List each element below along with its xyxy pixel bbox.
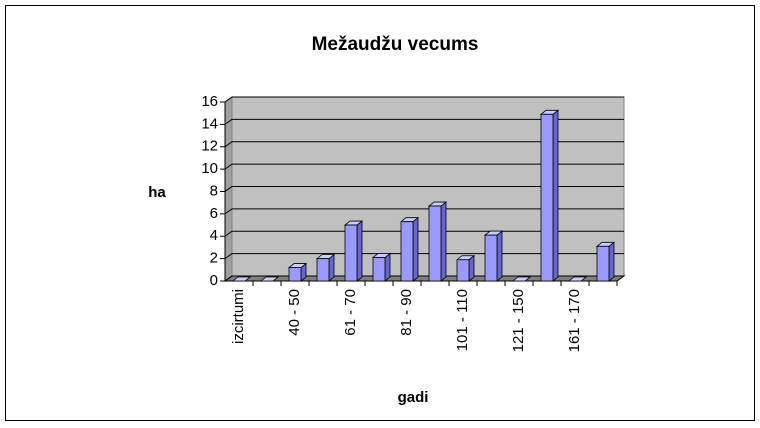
bar <box>595 241 616 282</box>
y-tick-label: 4 <box>210 227 218 244</box>
x-axis-title: gadi <box>398 389 429 406</box>
grid-line <box>224 208 624 215</box>
grid-line <box>224 118 624 125</box>
bar-side <box>608 241 615 282</box>
x-tick-label: 161 - 170 <box>566 289 583 352</box>
y-tick-label: 8 <box>210 182 218 199</box>
grid-line <box>224 141 624 148</box>
bar <box>315 253 336 282</box>
bar <box>287 262 308 282</box>
x-tick-label: 121 - 150 <box>510 289 527 352</box>
y-tick-label: 12 <box>201 138 218 155</box>
x-tick-label: 40 - 50 <box>286 289 303 336</box>
bar <box>567 276 588 282</box>
bar-top <box>567 276 588 282</box>
x-tick-label: izcirtumi <box>230 289 247 344</box>
bar <box>259 276 280 282</box>
bar-top <box>231 276 252 282</box>
bar-top <box>259 276 280 282</box>
bar <box>231 276 252 282</box>
bar-front <box>288 267 302 282</box>
bar <box>399 216 420 282</box>
grid-line <box>224 163 624 170</box>
x-tick-label: 61 - 70 <box>342 289 359 336</box>
bar-side <box>328 253 335 282</box>
bar-front <box>316 258 330 282</box>
bar <box>539 109 560 282</box>
grid-line <box>224 96 624 103</box>
y-axis-title: ha <box>148 184 166 201</box>
bar-front <box>344 224 358 282</box>
x-tick-label: 101 - 110 <box>454 289 471 351</box>
bar <box>371 252 392 282</box>
bar <box>427 201 448 282</box>
y-tick-label: 16 <box>201 93 218 110</box>
bar-side <box>496 230 503 282</box>
x-tick-label: 81 - 90 <box>398 289 415 336</box>
bar-front <box>484 234 498 282</box>
floor <box>223 275 626 282</box>
y-tick-label: 2 <box>210 250 218 267</box>
bar <box>483 230 504 282</box>
bar <box>455 254 476 282</box>
y-tick-label: 14 <box>201 115 218 132</box>
chart-title: Mežaudžu vecums <box>312 34 479 55</box>
bar-side <box>552 109 559 282</box>
bar-front <box>456 259 470 282</box>
grid-line <box>224 186 624 192</box>
bar-front <box>596 245 610 282</box>
bar <box>511 276 532 282</box>
bar-front <box>540 113 554 282</box>
bar-front <box>372 257 386 282</box>
y-tick-label: 6 <box>210 205 218 222</box>
bar <box>343 220 364 282</box>
bar-side <box>412 216 419 282</box>
y-tick-label: 10 <box>201 160 218 177</box>
y-tick-label: 0 <box>210 272 218 289</box>
bar-front <box>428 205 442 282</box>
bar-front <box>400 221 414 282</box>
bar-side <box>384 252 391 282</box>
bar-side <box>440 201 447 282</box>
bar-side <box>356 220 363 282</box>
bar-top <box>511 276 532 282</box>
